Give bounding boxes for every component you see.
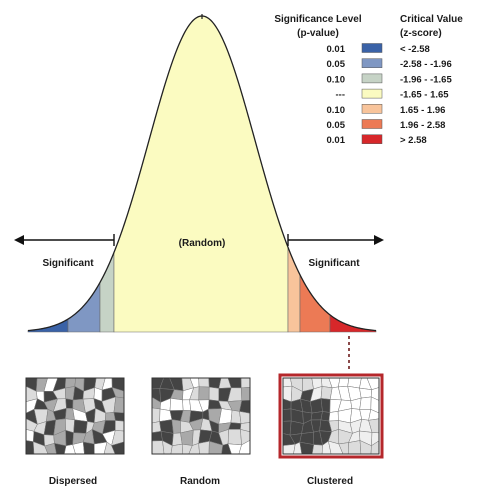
legend-p-value: 0.10 [327,74,346,85]
map-region [227,429,242,446]
map-region [282,408,292,422]
map-region [151,431,163,442]
legend-z-score: -1.65 - 1.65 [400,90,449,101]
map-region [347,440,362,455]
legend-row: 0.10 -1.96 - -1.65 [327,73,452,85]
map-region [25,429,35,442]
legend-swatch [361,43,383,53]
map-region [73,419,88,434]
critical-value-header: Critical Value [400,14,463,25]
clustered-map [278,373,384,459]
map-region [289,420,304,436]
map-region [198,386,210,401]
random-center-label: (Random) [179,238,226,249]
map-region [359,396,372,410]
map-region [151,407,161,424]
legend-z-score: -1.96 - -1.65 [400,74,452,85]
map-region [208,386,220,402]
significance-level-header: Significance Level [274,14,361,25]
map-region [180,429,194,446]
dispersed-label: Dispersed [49,476,97,487]
legend-p-value: 0.01 [327,135,346,146]
right-significant-label: Significant [308,258,360,269]
clustered-highlight-frame [278,373,384,459]
map-region [65,398,74,409]
normal-distribution-curve [27,14,377,333]
legend-z-score: 1.65 - 1.96 [400,105,445,116]
legend-row: 0.05 -2.58 - -1.96 [327,58,452,70]
legend-z-score: > 2.58 [400,135,427,146]
legend-z-score: < -2.58 [400,44,430,55]
map-region [82,441,95,455]
curve-segment-z-neg196-neg165 [99,252,115,333]
map-region [240,377,251,389]
legend-swatch [361,104,383,114]
legend-z-score: 1.96 - 2.58 [400,120,445,131]
map-region [359,387,372,399]
map-region [320,411,331,422]
legend-row: --- -1.65 - 1.65 [336,88,449,101]
map-region [320,398,331,413]
map-region [282,444,296,455]
legend-row: 0.05 1.96 - 2.58 [327,119,445,131]
random-label: Random [180,476,220,487]
map-region [198,377,210,388]
legend-p-value: --- [336,90,346,101]
legend-swatch [361,88,383,99]
left-significant-arrow [14,234,115,246]
map-region [311,444,323,455]
legend-swatch [361,119,383,129]
legend-p-value: 0.10 [327,105,346,116]
legend-row: 0.01 < -2.58 [327,43,430,55]
p-value-subheader: (p-value) [297,28,339,39]
clustered-label: Clustered [307,476,353,487]
map-region [328,411,339,422]
map-region [310,411,323,421]
dispersed-map [25,377,125,455]
map-border [25,377,125,455]
map-region [198,440,210,455]
legend-p-value: 0.01 [327,44,346,55]
map-region [169,398,184,411]
map-region [25,440,35,455]
map-region [113,396,125,414]
left-significant-label: Significant [42,258,94,269]
right-significant-arrow [287,234,384,246]
map-region [239,411,251,424]
map-region [170,443,184,455]
legend-row: 0.01 > 2.58 [327,134,427,146]
map-border [151,377,251,455]
map-region [115,420,125,432]
map-region [151,440,165,455]
legend: 0.01 < -2.58 0.05 -2.58 - -1.96 0.10 -1.96 - … [327,43,452,146]
map-region [241,387,251,401]
map-region [337,377,350,388]
map-border [282,377,380,455]
z-score-subheader: (z-score) [400,28,442,39]
map-region [113,412,125,422]
random-map [151,377,251,455]
map-region [228,422,242,430]
legend-row: 0.10 1.65 - 1.96 [327,104,445,116]
legend-p-value: 0.05 [327,59,346,70]
map-region [171,419,181,434]
legend-swatch [361,58,383,68]
legend-z-score: -2.58 - -1.96 [400,59,452,70]
legend-p-value: 0.05 [327,120,346,131]
curve-segment-z-165-196 [287,247,301,333]
legend-swatch [361,134,383,144]
legend-swatch [361,73,383,84]
map-region [65,429,74,447]
